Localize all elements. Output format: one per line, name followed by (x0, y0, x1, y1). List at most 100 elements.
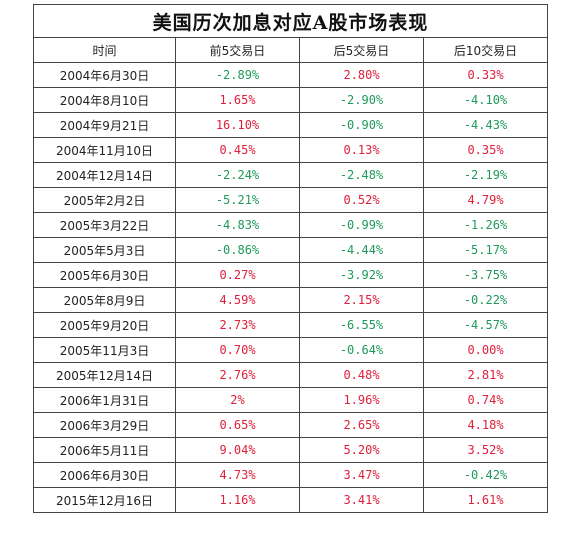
header-pre5: 前5交易日 (175, 37, 300, 63)
pre5-value-cell: 1.16% (175, 487, 300, 513)
post5-value-cell: -3.92% (299, 262, 424, 288)
pre5-value-cell: 2.73% (175, 312, 300, 338)
table-row: 2005年11月3日 0.70% -0.64% 0.00% (33, 337, 548, 363)
post10-value-cell: -1.26% (423, 212, 548, 238)
pre5-value-cell: -2.89% (175, 62, 300, 88)
pre5-value-cell: 16.10% (175, 112, 300, 138)
rate-hike-table-container: 美国历次加息对应A股市场表现 时间 前5交易日 后5交易日 后10交易日 200… (33, 4, 548, 513)
post5-value-cell: -4.44% (299, 237, 424, 263)
table-title: 美国历次加息对应A股市场表现 (33, 4, 548, 38)
date-cell: 2004年12月14日 (33, 162, 176, 188)
table-row: 2006年3月29日 0.65% 2.65% 4.18% (33, 412, 548, 438)
table-row: 2004年11月10日 0.45% 0.13% 0.35% (33, 137, 548, 163)
post10-value-cell: -0.42% (423, 462, 548, 488)
post10-value-cell: -3.75% (423, 262, 548, 288)
date-cell: 2006年6月30日 (33, 462, 176, 488)
post10-value-cell: 4.18% (423, 412, 548, 438)
post5-value-cell: 1.96% (299, 387, 424, 413)
date-cell: 2004年8月10日 (33, 87, 176, 113)
date-cell: 2004年6月30日 (33, 62, 176, 88)
post10-value-cell: 3.52% (423, 437, 548, 463)
post10-value-cell: 1.61% (423, 487, 548, 513)
post5-value-cell: -2.90% (299, 87, 424, 113)
table-row: 2015年12月16日 1.16% 3.41% 1.61% (33, 487, 548, 513)
date-cell: 2005年8月9日 (33, 287, 176, 313)
table-row: 2006年6月30日 4.73% 3.47% -0.42% (33, 462, 548, 488)
table-body: 2004年6月30日 -2.89% 2.80% 0.33% 2004年8月10日 1.65… (33, 62, 548, 513)
post10-value-cell: -4.43% (423, 112, 548, 138)
post5-value-cell: 3.47% (299, 462, 424, 488)
date-cell: 2005年3月22日 (33, 212, 176, 238)
title-row: 美国历次加息对应A股市场表现 (33, 4, 548, 38)
post10-value-cell: 2.81% (423, 362, 548, 388)
post10-value-cell: -5.17% (423, 237, 548, 263)
post5-value-cell: 2.65% (299, 412, 424, 438)
pre5-value-cell: 0.65% (175, 412, 300, 438)
header-time: 时间 (33, 37, 176, 63)
date-cell: 2005年12月14日 (33, 362, 176, 388)
date-cell: 2004年9月21日 (33, 112, 176, 138)
post10-value-cell: 0.00% (423, 337, 548, 363)
header-row: 时间 前5交易日 后5交易日 后10交易日 (33, 37, 548, 63)
table-row: 2006年5月11日 9.04% 5.20% 3.52% (33, 437, 548, 463)
post5-value-cell: 0.48% (299, 362, 424, 388)
pre5-value-cell: 4.73% (175, 462, 300, 488)
rate-hike-table: 美国历次加息对应A股市场表现 时间 前5交易日 后5交易日 后10交易日 200… (33, 4, 548, 513)
table-row: 2005年9月20日 2.73% -6.55% -4.57% (33, 312, 548, 338)
pre5-value-cell: 9.04% (175, 437, 300, 463)
post5-value-cell: 5.20% (299, 437, 424, 463)
table-row: 2005年5月3日 -0.86% -4.44% -5.17% (33, 237, 548, 263)
pre5-value-cell: 0.27% (175, 262, 300, 288)
post10-value-cell: -4.57% (423, 312, 548, 338)
post5-value-cell: 2.80% (299, 62, 424, 88)
post10-value-cell: 4.79% (423, 187, 548, 213)
date-cell: 2005年11月3日 (33, 337, 176, 363)
post10-value-cell: 0.74% (423, 387, 548, 413)
header-post10: 后10交易日 (423, 37, 548, 63)
post10-value-cell: -4.10% (423, 87, 548, 113)
pre5-value-cell: 2% (175, 387, 300, 413)
table-row: 2005年2月2日 -5.21% 0.52% 4.79% (33, 187, 548, 213)
post5-value-cell: -0.99% (299, 212, 424, 238)
post10-value-cell: -2.19% (423, 162, 548, 188)
pre5-value-cell: -4.83% (175, 212, 300, 238)
post5-value-cell: -6.55% (299, 312, 424, 338)
date-cell: 2005年9月20日 (33, 312, 176, 338)
pre5-value-cell: 0.45% (175, 137, 300, 163)
date-cell: 2015年12月16日 (33, 487, 176, 513)
date-cell: 2004年11月10日 (33, 137, 176, 163)
pre5-value-cell: -0.86% (175, 237, 300, 263)
post5-value-cell: 3.41% (299, 487, 424, 513)
post10-value-cell: -0.22% (423, 287, 548, 313)
date-cell: 2006年1月31日 (33, 387, 176, 413)
post5-value-cell: -2.48% (299, 162, 424, 188)
date-cell: 2005年5月3日 (33, 237, 176, 263)
pre5-value-cell: 0.70% (175, 337, 300, 363)
table-row: 2005年8月9日 4.59% 2.15% -0.22% (33, 287, 548, 313)
post5-value-cell: -0.90% (299, 112, 424, 138)
date-cell: 2006年5月11日 (33, 437, 176, 463)
post10-value-cell: 0.35% (423, 137, 548, 163)
pre5-value-cell: 1.65% (175, 87, 300, 113)
post5-value-cell: 2.15% (299, 287, 424, 313)
date-cell: 2006年3月29日 (33, 412, 176, 438)
date-cell: 2005年6月30日 (33, 262, 176, 288)
table-row: 2005年12月14日 2.76% 0.48% 2.81% (33, 362, 548, 388)
table-row: 2004年8月10日 1.65% -2.90% -4.10% (33, 87, 548, 113)
table-row: 2004年6月30日 -2.89% 2.80% 0.33% (33, 62, 548, 88)
pre5-value-cell: -2.24% (175, 162, 300, 188)
post5-value-cell: 0.13% (299, 137, 424, 163)
header-post5: 后5交易日 (299, 37, 424, 63)
table-row: 2006年1月31日 2% 1.96% 0.74% (33, 387, 548, 413)
table-row: 2004年12月14日 -2.24% -2.48% -2.19% (33, 162, 548, 188)
date-cell: 2005年2月2日 (33, 187, 176, 213)
pre5-value-cell: -5.21% (175, 187, 300, 213)
post10-value-cell: 0.33% (423, 62, 548, 88)
post5-value-cell: 0.52% (299, 187, 424, 213)
table-row: 2004年9月21日 16.10% -0.90% -4.43% (33, 112, 548, 138)
pre5-value-cell: 4.59% (175, 287, 300, 313)
pre5-value-cell: 2.76% (175, 362, 300, 388)
post5-value-cell: -0.64% (299, 337, 424, 363)
table-row: 2005年3月22日 -4.83% -0.99% -1.26% (33, 212, 548, 238)
table-row: 2005年6月30日 0.27% -3.92% -3.75% (33, 262, 548, 288)
